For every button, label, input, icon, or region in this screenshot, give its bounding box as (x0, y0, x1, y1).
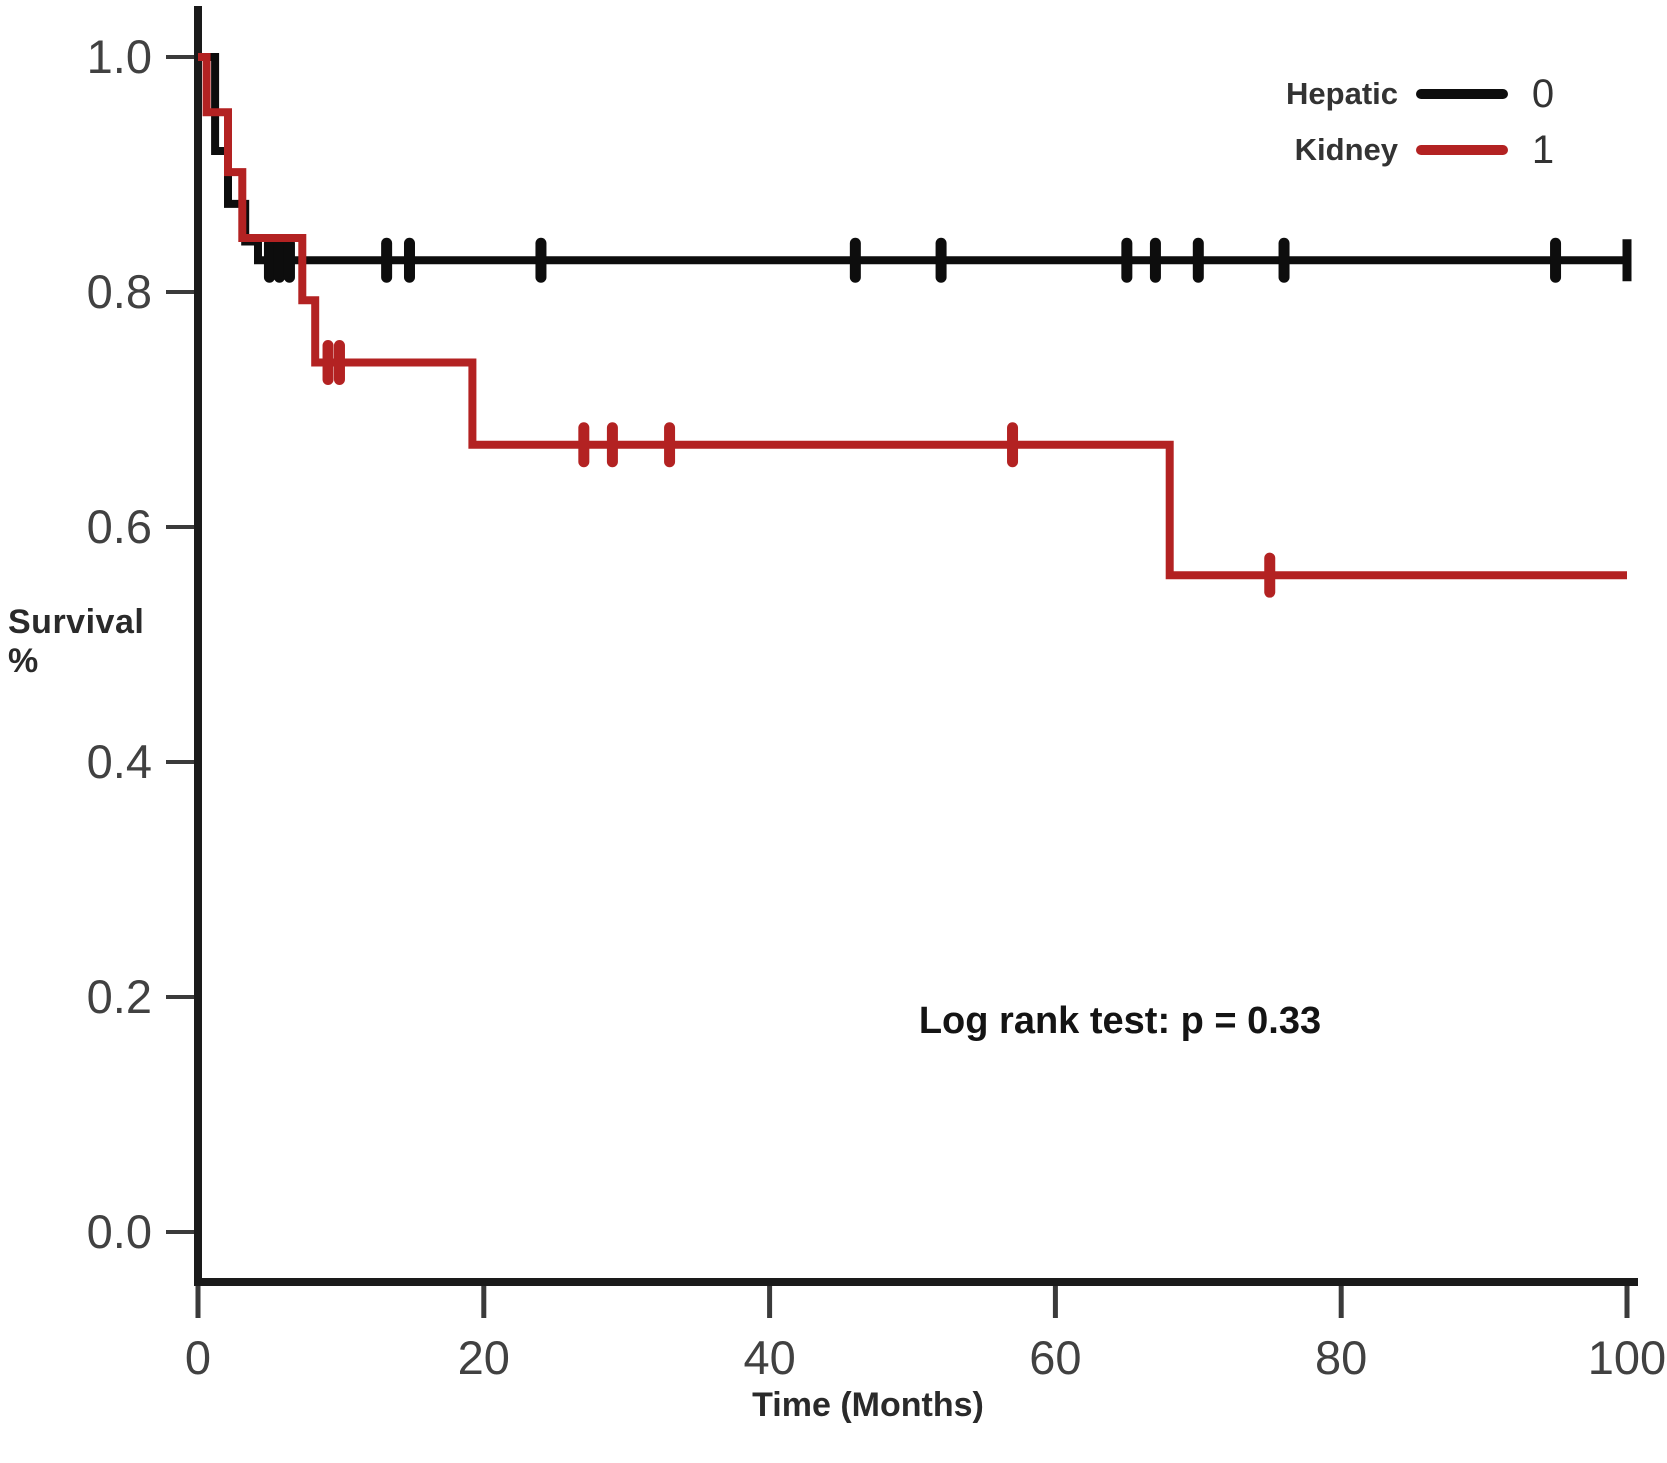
curve-kidney (198, 53, 1627, 580)
legend-label-hepatic: Hepatic (1286, 76, 1398, 111)
legend-line-kidney (1416, 145, 1508, 155)
y-tick-label: 0.4 (87, 735, 152, 788)
x-tick-label: 60 (1029, 1331, 1081, 1384)
legend-value-kidney: 1 (1531, 127, 1555, 172)
y-tick-label: 0.8 (87, 265, 152, 318)
legend-line-hepatic (1416, 89, 1508, 99)
x-axis-label: Time (Months) (752, 1386, 984, 1424)
legend: Hepatic 0 Kidney 1 (1248, 70, 1608, 182)
y-tick-label: 0.6 (87, 500, 152, 553)
legend-row-kidney: Kidney 1 (1248, 126, 1608, 174)
legend-value-hepatic: 0 (1531, 71, 1555, 116)
x-tick-label: 20 (458, 1331, 510, 1384)
x-tick-label: 80 (1315, 1331, 1367, 1384)
x-tick-label: 40 (743, 1331, 795, 1384)
y-tick-label: 0.0 (87, 1205, 152, 1258)
legend-row-hepatic: Hepatic 0 (1248, 70, 1608, 118)
x-tick-label: 100 (1588, 1331, 1666, 1384)
curve-hepatic (198, 53, 1627, 265)
y-axis-label: Survival % (8, 603, 145, 680)
x-tick-label: 0 (185, 1331, 211, 1384)
y-tick-label: 0.2 (87, 970, 152, 1023)
legend-label-kidney: Kidney (1294, 132, 1398, 167)
log-rank-annotation: Log rank test: p = 0.33 (918, 1000, 1322, 1042)
y-tick-label: 1.0 (87, 30, 152, 83)
